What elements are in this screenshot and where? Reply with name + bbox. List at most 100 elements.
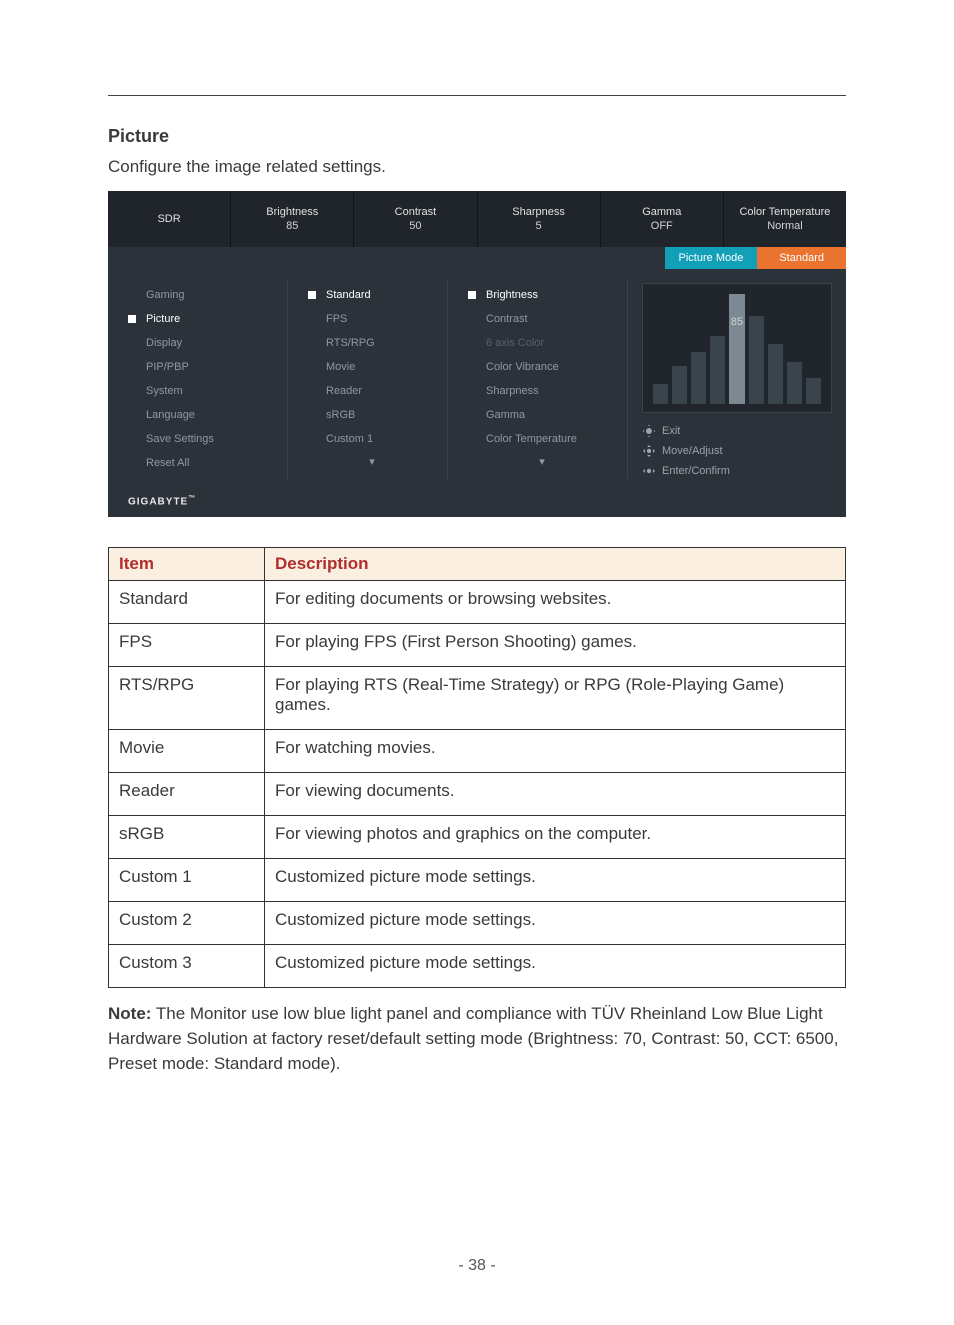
table-header-desc: Description (265, 548, 846, 581)
osd-menu-item[interactable]: Brightness (468, 283, 616, 307)
osd-menu-item[interactable]: Standard (308, 283, 436, 307)
note-text: Note: The Monitor use low blue light pan… (108, 1002, 846, 1076)
osd-menu-item[interactable]: Custom 1 (308, 427, 436, 451)
osd-menu-label: PIP/PBP (146, 361, 189, 373)
table-row: Custom 3Customized picture mode settings… (109, 945, 846, 988)
table-cell-item: Custom 2 (109, 902, 265, 945)
osd-menu-item[interactable]: Gaming (128, 283, 276, 307)
osd-menu-label: RTS/RPG (326, 337, 375, 349)
osd-menu-item[interactable]: System (128, 379, 276, 403)
table-row: Custom 1Customized picture mode settings… (109, 859, 846, 902)
osd-menu-item[interactable]: Display (128, 331, 276, 355)
osd-menu-item[interactable]: Reset All (128, 451, 276, 475)
preview-bar (787, 362, 802, 404)
osd-menu-item[interactable]: Color Vibrance (468, 355, 616, 379)
table-cell-desc: Customized picture mode settings. (265, 945, 846, 988)
osd-menu-item[interactable]: Language (128, 403, 276, 427)
osd-menu-item[interactable]: 6 axis Color (468, 331, 616, 355)
active-marker (128, 315, 136, 323)
table-row: MovieFor watching movies. (109, 730, 846, 773)
osd-menu-item[interactable]: sRGB (308, 403, 436, 427)
table-cell-item: Standard (109, 581, 265, 624)
osd-menu-label: Picture (146, 313, 180, 325)
osd-menu-item[interactable]: FPS (308, 307, 436, 331)
osd-menu-item[interactable]: Reader (308, 379, 436, 403)
osd-menu-label: Color Temperature (486, 433, 577, 445)
status-value: OFF (651, 220, 673, 232)
osd-menu-item[interactable]: Sharpness (468, 379, 616, 403)
osd-status-cell: Brightness85 (231, 191, 354, 247)
osd-menu-item[interactable]: Gamma (468, 403, 616, 427)
table-row: FPSFor playing FPS (First Person Shootin… (109, 624, 846, 667)
preview-bar (749, 316, 764, 404)
status-value: 85 (286, 220, 298, 232)
osd-menu-label: Brightness (486, 289, 538, 301)
osd-menu-label: Movie (326, 361, 355, 373)
osd-menu-item[interactable]: Picture (128, 307, 276, 331)
osd-menu-label: Custom 1 (326, 433, 373, 445)
osd-menu-label: Sharpness (486, 385, 539, 397)
osd-menu-label: Reader (326, 385, 362, 397)
preview-bar (710, 336, 725, 404)
preview-bar (806, 378, 821, 404)
table-cell-item: Reader (109, 773, 265, 816)
osd-status-cell: GammaOFF (601, 191, 724, 247)
page-number: - 38 - (0, 1257, 954, 1275)
table-cell-desc: For viewing photos and graphics on the c… (265, 816, 846, 859)
status-label: Sharpness (512, 206, 565, 218)
table-cell-desc: For playing RTS (Real-Time Strategy) or … (265, 667, 846, 730)
table-row: RTS/RPGFor playing RTS (Real-Time Strate… (109, 667, 846, 730)
status-label: Color Temperature (739, 206, 830, 218)
osd-menu-label: Gaming (146, 289, 185, 301)
osd-menu-label: FPS (326, 313, 347, 325)
table-cell-item: RTS/RPG (109, 667, 265, 730)
description-table: Item Description StandardFor editing doc… (108, 547, 846, 988)
active-marker (468, 291, 476, 299)
osd-menu-item[interactable]: PIP/PBP (128, 355, 276, 379)
joystick-press-icon (642, 424, 656, 438)
preview-bar (653, 384, 668, 404)
status-label: SDR (157, 213, 180, 225)
hint-move: Move/Adjust (642, 441, 832, 461)
osd-top-status: SDRBrightness85Contrast50Sharpness5Gamma… (108, 191, 846, 247)
picture-mode-pill: Picture Mode Standard (665, 247, 846, 269)
page-rule (108, 95, 846, 96)
joystick-lr-icon (642, 464, 656, 478)
preview-bar (691, 352, 706, 404)
osd-menu-item[interactable]: Color Temperature (468, 427, 616, 451)
osd-menu-main: Gaming Picture Display PIP/PBP System Languag… (108, 269, 288, 489)
osd-menu-item[interactable]: Save Settings (128, 427, 276, 451)
section-title: Picture (108, 126, 846, 147)
osd-menu-label: Save Settings (146, 433, 214, 445)
hint-label: Enter/Confirm (662, 465, 730, 477)
preview-bar (672, 366, 687, 404)
gigabyte-logo: GIGABYTE™ (128, 495, 196, 507)
status-label: Contrast (395, 206, 437, 218)
table-row: Custom 2Customized picture mode settings… (109, 902, 846, 945)
table-cell-item: Custom 3 (109, 945, 265, 988)
osd-menu-item[interactable]: RTS/RPG (308, 331, 436, 355)
preview-bar (768, 344, 783, 404)
osd-status-cell: Color Temperature Normal (724, 191, 846, 247)
table-row: sRGBFor viewing photos and graphics on t… (109, 816, 846, 859)
osd-panel: SDRBrightness85Contrast50Sharpness5Gamma… (108, 191, 846, 517)
osd-menu-item[interactable]: Contrast (468, 307, 616, 331)
note-body: The Monitor use low blue light panel and… (108, 1004, 838, 1072)
table-header-item: Item (109, 548, 265, 581)
osd-status-cell: SDR (108, 191, 231, 247)
osd-menu-settings: Brightness Contrast 6 axis Color Color Vibr… (448, 269, 628, 489)
status-value: Normal (767, 220, 802, 232)
osd-menu-item[interactable]: Movie (308, 355, 436, 379)
preview-bars: 85 (642, 283, 832, 413)
preview-value: 85 (731, 316, 743, 328)
table-row: StandardFor editing documents or browsin… (109, 581, 846, 624)
osd-menu-label: System (146, 385, 183, 397)
osd-menu-label: Gamma (486, 409, 525, 421)
pill-key: Picture Mode (665, 247, 758, 269)
osd-menu-label: 6 axis Color (486, 337, 544, 349)
table-cell-item: Custom 1 (109, 859, 265, 902)
chevron-down-icon: ▾ (468, 455, 616, 468)
table-cell-desc: For playing FPS (First Person Shooting) … (265, 624, 846, 667)
table-cell-desc: Customized picture mode settings. (265, 859, 846, 902)
table-cell-desc: Customized picture mode settings. (265, 902, 846, 945)
